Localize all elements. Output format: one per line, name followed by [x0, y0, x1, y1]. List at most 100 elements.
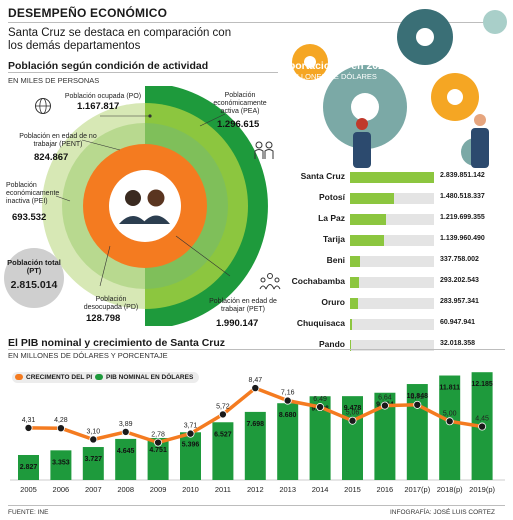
growth-point [445, 417, 454, 426]
growth-label: 4,31 [22, 417, 36, 424]
legend-pib-swatch [95, 374, 103, 380]
person-male-head [125, 190, 141, 206]
pib-subtitle: EN MILLONES DE DÓLARES Y PORCENTAJE [8, 351, 168, 360]
growth-point [218, 410, 227, 419]
growth-point [413, 400, 422, 409]
growth-point [24, 423, 33, 432]
export-value: 32.018.358 [440, 340, 476, 347]
export-bar-track [350, 319, 434, 330]
pib-bar-label: 3.353 [52, 459, 70, 466]
export-bar-track [350, 193, 434, 204]
x-tick-label: 2009 [150, 485, 167, 494]
export-row: Potosí 1.480.518.337 [290, 189, 505, 209]
person-female-body [142, 215, 170, 224]
center-disc [109, 170, 181, 242]
export-bar [350, 193, 394, 204]
po-value: 1.167.817 [77, 101, 120, 112]
growth-point [154, 438, 163, 447]
pib-bar [309, 396, 331, 480]
growth-label: 5,00 [443, 410, 457, 417]
pib-bar [212, 422, 234, 480]
export-value: 60.947.941 [440, 319, 476, 326]
legend-growth-swatch [15, 374, 23, 380]
growth-point [56, 424, 65, 433]
pib-bar [18, 454, 39, 480]
pib-bar-label: 11.811 [439, 385, 460, 392]
pib-bar-label: 4.645 [117, 448, 135, 455]
x-tick-label: 2016 [377, 485, 394, 494]
export-bar [350, 298, 359, 309]
pea-label: Población económicamente activa (PEA) [213, 92, 267, 115]
growth-point [251, 384, 260, 393]
pib-bar-label: 3.727 [85, 456, 103, 463]
export-name: Santa Cruz [300, 171, 345, 181]
growth-label: 3,89 [119, 421, 133, 428]
pib-bar-label: 5.396 [182, 441, 200, 448]
title-divider [8, 22, 498, 23]
export-value: 283.957.341 [440, 298, 479, 305]
pib-bar-label: 8.680 [279, 412, 297, 419]
growth-label: 7,16 [281, 390, 295, 397]
export-row: Cochabamba 293.202.543 [290, 273, 505, 293]
credit-note: INFOGRAFÍA: JOSÉ LUIS CORTEZ [390, 509, 495, 516]
export-value: 293.202.543 [440, 277, 479, 284]
x-tick-label: 2007 [85, 485, 102, 494]
export-bar-track [350, 235, 434, 246]
growth-label: 6,72 [410, 394, 424, 401]
pei-label: Población económicamente inactiva (PEI) [6, 182, 60, 205]
person-female-head [147, 189, 165, 207]
globe-icon [35, 98, 51, 114]
growth-label: 8,47 [248, 377, 262, 384]
growth-label: 2,78 [151, 432, 165, 439]
pib-title: El PIB nominal y crecimiento de Santa Cr… [8, 337, 226, 349]
export-name: Oruro [321, 297, 345, 307]
pet-label: Población en edad de trabajar (PET) [209, 298, 277, 313]
pib-bar-label: 9.478 [344, 405, 362, 412]
population-rings [42, 86, 268, 326]
total-value: 2.815.014 [10, 279, 58, 291]
pib-bar-label: 7.698 [247, 421, 265, 428]
po-label: Población ocupada (PO) [64, 93, 142, 100]
x-tick-label: 2017(p) [404, 485, 430, 494]
pib-bar [180, 432, 201, 480]
export-name: La Paz [318, 213, 345, 223]
export-name: Cochabamba [291, 276, 345, 286]
export-row: Pando 32.018.358 [290, 336, 505, 356]
export-value: 1.139.960.490 [440, 235, 485, 242]
workers-icon [254, 141, 274, 159]
pib-bar [374, 392, 396, 480]
export-value: 2.839.851.142 [440, 172, 485, 179]
gears-illustration [292, 9, 507, 168]
pd-value: 128.798 [86, 313, 121, 324]
export-value: 337.758.002 [440, 256, 479, 263]
pent-value: 824.867 [34, 152, 69, 163]
export-value: 1.480.518.337 [440, 193, 485, 200]
population-divider [8, 72, 278, 73]
footer-divider [8, 505, 505, 506]
export-row: Oruro 283.957.341 [290, 294, 505, 314]
pea-value: 1.296.615 [217, 119, 260, 130]
legend-growth-label: CRECIMENTO DEL PIB [26, 374, 97, 381]
pd-label: Población desocupada (PD) [83, 296, 139, 311]
export-row: Tarija 1.139.960.490 [290, 231, 505, 251]
pet-value: 1.990.147 [216, 318, 259, 329]
pib-bar-label: 2.827 [20, 464, 38, 471]
export-name: Pando [319, 339, 345, 349]
legend-growth: CRECIMENTO DEL PIB [12, 372, 103, 383]
export-bar [350, 235, 384, 246]
pib-bar [439, 375, 461, 480]
growth-point [478, 422, 487, 431]
people-group-icon [259, 273, 281, 290]
export-row: Santa Cruz 2.839.851.142 [290, 168, 505, 188]
export-row: Beni 337.758.002 [290, 252, 505, 272]
growth-point [380, 401, 389, 410]
export-name: Beni [326, 255, 345, 265]
export-value: 1.219.699.355 [440, 214, 485, 221]
growth-label: 5,06 [346, 410, 360, 417]
growth-label: 6,49 [313, 396, 327, 403]
x-tick-label: 2010 [182, 485, 199, 494]
person-male-body [119, 216, 147, 224]
export-bar-track [350, 214, 434, 225]
pib-bar [50, 450, 72, 480]
population-unit: EN MILES DE PERSONAS [8, 76, 100, 85]
